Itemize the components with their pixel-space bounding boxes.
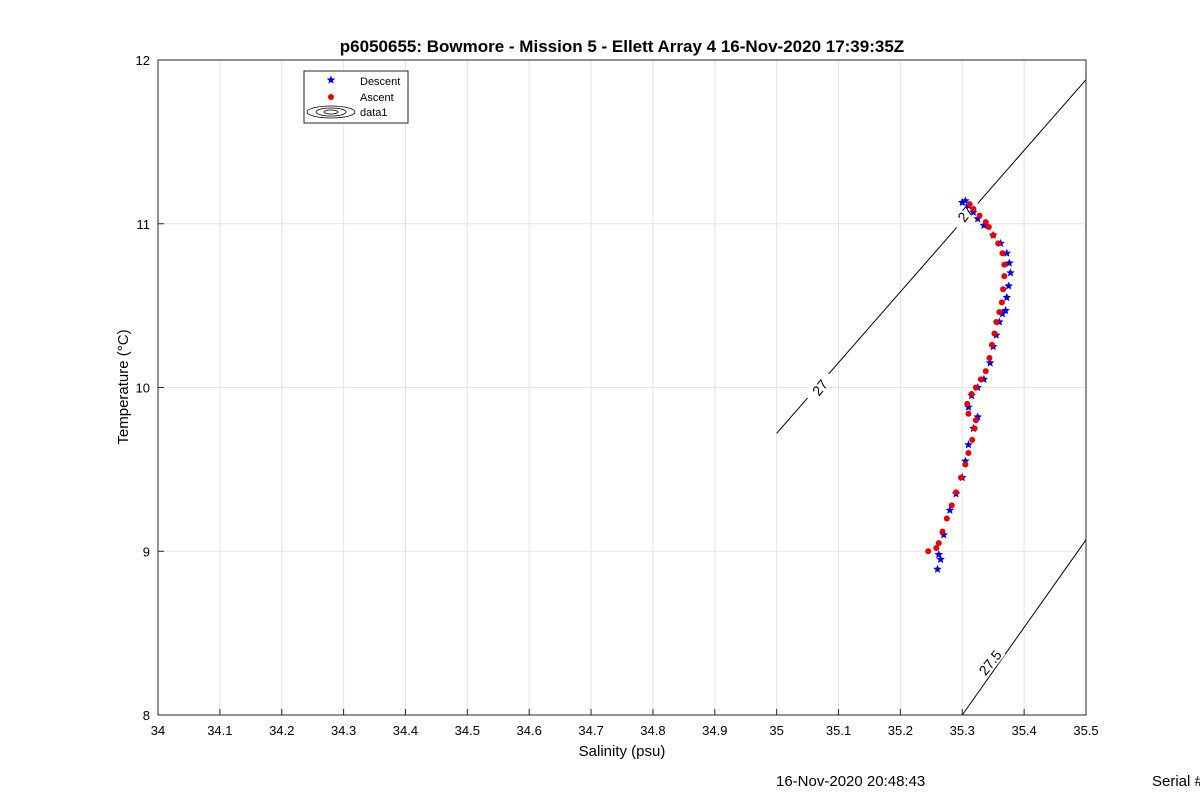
descent-point (936, 554, 945, 564)
x-tick-label: 34.3 (331, 723, 356, 738)
y-tick-label: 11 (137, 217, 151, 232)
ascent-point (982, 219, 989, 226)
ascent-point (972, 384, 979, 391)
legend-data1-label: data1 (360, 107, 388, 119)
ascent-point (966, 201, 973, 208)
x-tick-label: 34.2 (269, 723, 294, 738)
ascent-point (1001, 261, 1008, 268)
x-tick-label: 35.1 (826, 723, 851, 738)
contour-label-background (973, 644, 1006, 680)
descent-point (933, 564, 942, 573)
ascent-point (1001, 273, 1008, 280)
x-tick-label: 34.1 (207, 723, 232, 738)
ascent-point (985, 224, 992, 231)
ascent-point (993, 319, 1000, 325)
ascent-point (962, 461, 969, 468)
legend-descent-marker (326, 75, 336, 84)
ascent-point (999, 250, 1006, 257)
x-tick-label: 34.4 (393, 723, 418, 738)
x-tick-label: 34.6 (517, 723, 542, 738)
ascent-point (953, 489, 960, 496)
descent-point (1001, 306, 1010, 315)
ascent-point (988, 341, 995, 348)
legend-entry-ascent: Ascent (328, 92, 394, 104)
y-axis-label: Temperature (°C) (115, 329, 132, 444)
ascent-point (996, 309, 1003, 316)
x-tick-label: 35.2 (888, 723, 913, 738)
ascent-point (982, 368, 989, 375)
ascent-point (998, 299, 1005, 306)
x-tick-label: 35.3 (950, 723, 975, 738)
ascent-point (995, 240, 1002, 247)
legend-entry-descent: Descent (326, 75, 400, 88)
legend-descent-label: Descent (360, 76, 400, 88)
series-layer (925, 196, 1015, 573)
contour-line (961, 539, 1087, 716)
y-tick-label: 9 (143, 544, 150, 559)
descent-point (985, 358, 995, 367)
ascent-point (943, 515, 950, 522)
descent-point (973, 214, 982, 223)
footer-timestamp: 16-Nov-2020 20:48:43 (776, 773, 926, 790)
descent-point (998, 309, 1007, 318)
x-tick-label: 34 (151, 723, 165, 738)
x-tick-label: 34.9 (702, 723, 727, 738)
ascent-point (925, 548, 932, 555)
contour-legend-icon (306, 105, 356, 119)
legend-box (303, 70, 409, 124)
legend-ascent-marker (328, 94, 334, 100)
ascent-point (976, 212, 983, 219)
x-tick-label: 35.5 (1073, 723, 1098, 738)
ascent-point (969, 436, 976, 443)
ascent-point (939, 528, 946, 535)
x-tick-label: 35.4 (1011, 723, 1036, 738)
y-tick-label: 12 (136, 53, 150, 68)
ascent-point (972, 417, 979, 424)
descent-point (958, 198, 967, 207)
ascent-point (933, 544, 940, 551)
legend-entry-data1: data1 (306, 105, 388, 119)
descent-point (1004, 281, 1013, 290)
descent-point (939, 530, 948, 539)
x-tick-label: 34.7 (578, 723, 603, 738)
ascent-point (990, 232, 997, 239)
descent-point (934, 550, 943, 559)
ascent-point (965, 410, 972, 417)
ascent-point (968, 391, 975, 398)
x-tick-label: 34.8 (640, 723, 665, 738)
contour-label-background (803, 369, 836, 405)
ascent-point (986, 355, 993, 362)
descent-point (1006, 268, 1015, 277)
legend: Descent Ascent data1 (303, 70, 409, 124)
legend-ascent-label: Ascent (360, 92, 394, 104)
footer-serial: Serial # (1152, 773, 1200, 790)
descent-point (1002, 292, 1012, 302)
ascent-point (948, 502, 955, 509)
x-tick-label: 34.5 (455, 723, 480, 738)
y-tick-label: 8 (143, 708, 150, 723)
ascent-point (971, 425, 978, 432)
descent-point (945, 505, 955, 514)
ascent-point (958, 474, 965, 481)
axis-ticks: 34 34.1 34.2 34.3 34.4 34.5 34.6 34.7 34.8 34.9 35… (136, 53, 1099, 738)
descent-point (964, 402, 973, 411)
ascent-point (970, 206, 977, 213)
descent-point (964, 440, 973, 449)
chart-title: p6050655: Bowmore - Mission 5 - Ellett A… (340, 37, 904, 56)
x-tick-label: 35 (769, 723, 783, 738)
ascent-point (977, 376, 984, 383)
ascent-point (964, 400, 971, 407)
y-tick-label: 10 (136, 381, 150, 396)
ascent-point (1000, 286, 1007, 293)
x-axis-label: Salinity (psu) (579, 743, 666, 760)
ascent-point (965, 450, 972, 456)
descent-point (979, 374, 989, 383)
ascent-point (935, 540, 942, 547)
descent-point (1002, 248, 1012, 257)
ascent-point (991, 330, 998, 337)
